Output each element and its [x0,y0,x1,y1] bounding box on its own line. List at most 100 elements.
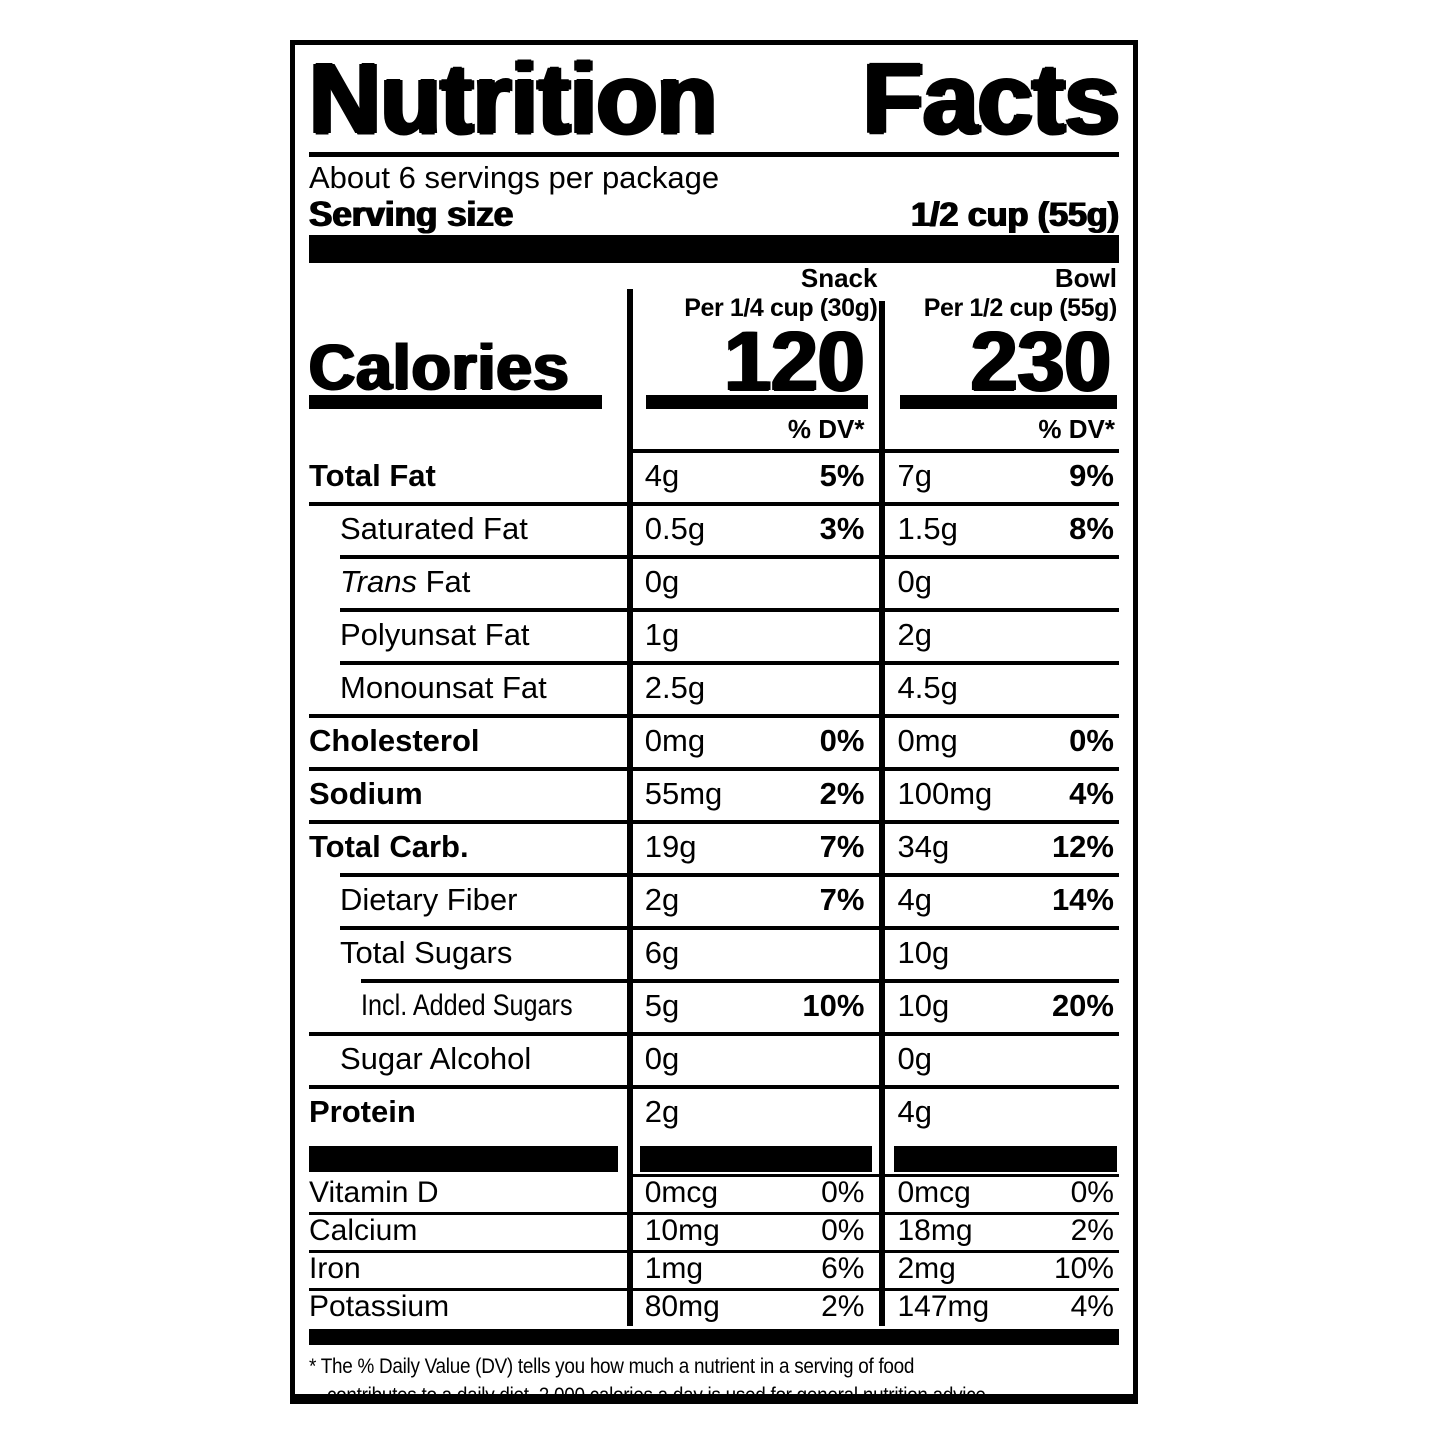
bowl-amount: 10g [897,934,950,970]
snack-amount: 0g [644,1040,680,1076]
row-rule [629,1174,883,1177]
row-rule [882,661,1119,665]
nutrient-name: Protein [309,1093,416,1129]
servings-per-package: About 6 servings per package [309,160,720,195]
nutrient-row: Sugar Alcohol 0g 0g [309,1032,1119,1085]
snack-amount: 0.5g [644,510,706,546]
nutrition-facts-label: Nutrition Facts About 6 servings per pac… [290,40,1138,1404]
row-rule [340,608,630,612]
snack-amount: 80mg [644,1290,720,1323]
bowl-amount: 34g [897,828,950,864]
nutrient-row: Calcium 10mg 0% 18mg 2% [309,1212,1119,1250]
row-rule [882,926,1119,930]
nutrient-row: Potassium 80mg 2% 147mg 4% [309,1288,1119,1326]
nutrient-name-cell: Total Fat [309,449,630,502]
snack-amount: 19g [644,828,697,864]
column-names-row: Snack Bowl [309,263,1119,293]
column-divider-bowl [879,301,886,1326]
row-rule [629,979,883,983]
bowl-value-cell: 0mg 0% [882,714,1119,767]
snack-daily-value: 10% [802,987,865,1023]
nutrient-name-cell: Trans Fat [309,555,630,608]
nutrient-name-cell: Iron [309,1250,630,1288]
bowl-value-cell: 100mg 4% [882,767,1119,820]
row-rule [882,1032,1119,1036]
nutrient-name: Trans Fat [340,563,471,599]
nutrient-name-cell: Sodium [309,767,630,820]
column-divider-snack [626,289,633,1326]
snack-daily-value: 0% [819,722,865,758]
nutrient-name-cell: Vitamin D [309,1174,630,1212]
row-rule [629,820,883,824]
bowl-daily-value: 2% [1070,1214,1114,1247]
snack-amount: 2g [644,881,680,917]
calories-underline-bar [309,395,602,409]
nutrient-row: Iron 1mg 6% 2mg 10% [309,1250,1119,1288]
nutrient-name: Total Fat [309,457,436,493]
snack-daily-value: 5% [819,457,865,493]
bowl-value-cell: 7g 9% [882,449,1119,502]
bowl-value-cell: 4g [882,1085,1119,1138]
title-divider-rule [309,152,1119,157]
nutrient-name-cell: Total Carb. [309,820,630,873]
snack-amount: 1mg [644,1252,704,1285]
snack-value-cell: 0g [629,1032,883,1085]
nutrient-name: Saturated Fat [340,510,528,546]
row-rule [882,1174,1119,1177]
row-rule [629,1288,883,1291]
row-rule [629,1212,883,1215]
nutrient-name-cell: Dietary Fiber [309,873,630,926]
row-rule [882,1288,1119,1291]
snack-daily-value: 2% [819,775,865,811]
nutrient-name-cell: Sugar Alcohol [309,1032,630,1085]
snack-dv-header: % DV* [787,414,865,444]
row-rule [882,1085,1119,1089]
nutrient-name-cell: Calcium [309,1212,630,1250]
row-rule [629,767,883,771]
snack-value-cell: 0.5g 3% [629,502,883,555]
bowl-value-cell: 4g 14% [882,873,1119,926]
snack-amount: 55mg [644,775,723,811]
bowl-daily-value: 0% [1070,1176,1114,1209]
row-rule [629,555,883,559]
nutrient-row: Protein 2g 4g [309,1085,1119,1138]
snack-value-cell: 1mg 6% [629,1250,883,1288]
nutrient-name: Total Sugars [340,934,513,970]
snack-section-separator-bar [639,1145,873,1172]
nutrient-name: Sodium [309,775,423,811]
snack-value-cell: 2g 7% [629,873,883,926]
serving-basis-row: Per 1/4 cup (30g) Per 1/2 cup (55g) [309,293,1119,325]
snack-amount: 0g [644,563,680,599]
bowl-value-cell: 147mg 4% [882,1288,1119,1326]
row-rule [309,1288,630,1291]
row-rule [882,820,1119,824]
bowl-daily-value: 8% [1069,510,1114,546]
bowl-amount: 2g [897,616,932,652]
nutrient-name: Potassium [309,1290,450,1323]
nutrient-row: Monounsat Fat 2.5g 4.5g [309,661,1119,714]
row-rule [882,608,1119,612]
nutrient-name: Total Carb. [309,828,469,864]
row-rule [882,502,1119,506]
nutrient-row: Sodium 55mg 2% 100mg 4% [309,767,1119,820]
bowl-dv-header: % DV* [1038,414,1115,444]
bowl-column-name: Bowl [1054,263,1117,293]
bowl-calories-underline-bar [900,395,1117,409]
bowl-section-separator-bar [894,1145,1117,1172]
row-rule [309,1250,630,1253]
snack-column-name: Snack [800,263,878,293]
nutrient-row: Trans Fat 0g 0g [309,555,1119,608]
nutrient-name: Dietary Fiber [340,881,518,917]
title-word-nutrition: Nutrition [309,43,718,155]
bowl-serving-basis: Per 1/2 cup (55g) [923,294,1118,322]
bowl-daily-value: 10% [1053,1252,1114,1285]
nutrient-name: Cholesterol [309,722,480,758]
row-rule [882,1212,1119,1215]
snack-value-cell: 80mg 2% [629,1288,883,1326]
snack-daily-value: 2% [821,1290,865,1323]
snack-value-cell: 2.5g [629,661,883,714]
row-rule [340,926,630,930]
label-title: Nutrition Facts [309,43,1120,155]
title-word-facts: Facts [862,43,1120,155]
row-rule [629,714,883,718]
